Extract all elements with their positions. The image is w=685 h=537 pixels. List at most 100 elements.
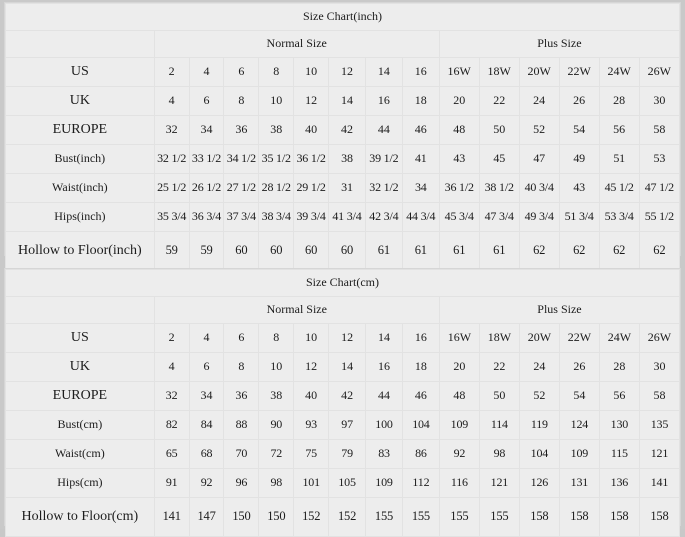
data-cell: 4 — [188, 323, 225, 353]
data-cell: 60 — [223, 231, 260, 271]
data-cell: 36 — [223, 381, 260, 411]
data-cell: 22W — [558, 57, 600, 87]
data-cell: 25 1/2 — [153, 173, 190, 203]
data-cell: 43 — [438, 144, 480, 174]
data-cell: 45 1/2 — [598, 173, 640, 203]
row-label: Bust(inch) — [5, 144, 155, 174]
table-row: Hollow to Floor(inch) 59 59 60 60 60 60 61 61 61 6… — [5, 231, 681, 271]
data-cell: 150 — [223, 497, 260, 537]
data-cell: 92 — [188, 468, 225, 498]
data-cell: 34 1/2 — [223, 144, 260, 174]
data-cell: 88 — [223, 410, 260, 440]
data-cell: 86 — [401, 439, 440, 469]
data-cell: 155 — [478, 497, 520, 537]
data-cell: 32 — [153, 115, 190, 145]
data-cell: 30 — [638, 352, 681, 382]
data-cell: 18W — [478, 57, 520, 87]
data-cell: 24 — [518, 352, 560, 382]
group-header-plus-size: Plus Size — [438, 296, 681, 324]
data-cell: 65 — [153, 439, 190, 469]
group-header-row: Normal Size Plus Size — [5, 30, 681, 58]
data-cell: 47 3/4 — [478, 202, 520, 232]
table-row: Hips(inch) 35 3/4 36 3/4 37 3/4 38 3/4 39 3/4… — [5, 202, 681, 232]
data-cell: 20 — [438, 352, 480, 382]
data-cell: 141 — [638, 468, 681, 498]
data-cell: 42 — [328, 115, 366, 145]
data-cell: 36 3/4 — [188, 202, 225, 232]
data-cell: 40 3/4 — [518, 173, 560, 203]
data-cell: 40 — [293, 115, 329, 145]
data-cell: 51 — [598, 144, 640, 174]
group-header-row: Normal Size Plus Size — [5, 296, 681, 324]
data-cell: 155 — [438, 497, 480, 537]
data-cell: 44 3/4 — [401, 202, 440, 232]
data-cell: 55 1/2 — [638, 202, 681, 232]
chart-title: Size Chart(inch) — [5, 3, 680, 31]
data-cell: 141 — [153, 497, 190, 537]
data-cell: 18 — [401, 86, 440, 116]
data-cell: 12 — [293, 352, 330, 382]
data-cell: 46 — [401, 381, 440, 411]
data-cell: 32 1/2 — [153, 144, 190, 174]
data-cell: 28 — [598, 352, 640, 382]
size-chart-cm-table: Size Chart(cm) Normal Size Plus Size US 2 4 6 8… — [5, 269, 681, 537]
data-cell: 48 — [438, 381, 480, 411]
data-cell: 26W — [638, 57, 681, 87]
data-cell: 62 — [638, 231, 681, 271]
data-cell: 158 — [598, 497, 640, 537]
data-cell: 16 — [401, 323, 440, 353]
data-cell: 114 — [478, 410, 520, 440]
row-label: Hips(inch) — [5, 202, 155, 232]
data-cell: 34 — [188, 381, 225, 411]
data-cell: 104 — [518, 439, 560, 469]
data-cell: 4 — [188, 57, 225, 87]
row-label: Waist(cm) — [5, 439, 155, 469]
row-label: Waist(inch) — [5, 173, 155, 203]
table-row: EUROPE 32 34 36 38 40 42 44 46 48 50 52 54 56 58 — [5, 115, 681, 145]
data-cell: 61 — [364, 231, 403, 271]
table-row: US 2 4 6 8 10 12 14 16 16W 18W 20W 22W 24W 26W — [5, 323, 681, 353]
data-cell: 33 1/2 — [188, 144, 225, 174]
data-cell: 6 — [188, 86, 225, 116]
data-cell: 53 — [638, 144, 681, 174]
data-cell: 61 — [438, 231, 480, 271]
data-cell: 14 — [364, 57, 403, 87]
data-cell: 158 — [558, 497, 600, 537]
data-cell: 60 — [328, 231, 366, 271]
data-cell: 10 — [258, 352, 295, 382]
data-cell: 150 — [258, 497, 295, 537]
data-cell: 41 3/4 — [328, 202, 366, 232]
data-cell: 49 — [558, 144, 600, 174]
data-cell: 8 — [223, 352, 260, 382]
data-cell: 6 — [223, 57, 260, 87]
data-cell: 2 — [153, 323, 190, 353]
table-row: Hips(cm) 91 92 96 98 101 105 109 112 116 121 126 131… — [5, 468, 681, 498]
data-cell: 97 — [328, 410, 367, 440]
data-cell: 152 — [293, 497, 330, 537]
data-cell: 50 — [478, 115, 520, 145]
data-cell: 20 — [438, 86, 480, 116]
data-cell: 28 — [598, 86, 640, 116]
data-cell: 136 — [598, 468, 640, 498]
table-row: Hollow to Floor(cm) 141 147 150 150 152 152 155… — [5, 497, 681, 537]
data-cell: 8 — [223, 86, 260, 116]
row-label: Hollow to Floor(inch) — [5, 231, 155, 271]
data-cell: 152 — [328, 497, 367, 537]
data-cell: 6 — [188, 352, 225, 382]
table-row: UK 4 6 8 10 12 14 16 18 20 22 24 26 28 30 — [5, 86, 681, 116]
data-cell: 14 — [328, 86, 366, 116]
data-cell: 4 — [153, 352, 190, 382]
data-cell: 16 — [365, 352, 403, 382]
data-cell: 135 — [638, 410, 681, 440]
size-chart-cm-block: Size Chart(cm) Normal Size Plus Size US 2 4 6 8… — [4, 268, 681, 537]
data-cell: 51 3/4 — [558, 202, 600, 232]
data-cell: 75 — [293, 439, 330, 469]
data-cell: 48 — [438, 115, 480, 145]
data-cell: 39 3/4 — [293, 202, 329, 232]
data-cell: 31 — [328, 173, 366, 203]
data-cell: 155 — [365, 497, 403, 537]
data-cell: 22W — [558, 323, 600, 353]
data-cell: 2 — [153, 57, 190, 87]
data-cell: 100 — [365, 410, 403, 440]
data-cell: 16W — [438, 323, 480, 353]
